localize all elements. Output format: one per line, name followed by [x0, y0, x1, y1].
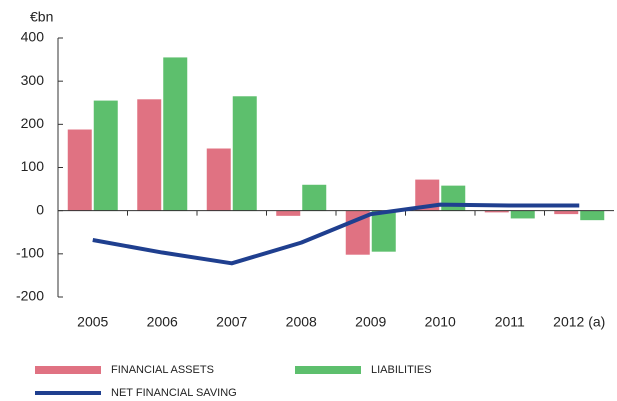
y-tick-label: 400: [21, 29, 45, 45]
bar: [441, 185, 466, 211]
bar: [580, 210, 605, 221]
bar: [554, 210, 579, 215]
x-tick-label: 2010: [425, 314, 456, 330]
bar: [371, 210, 396, 252]
y-axis-unit: €bn: [30, 9, 53, 25]
x-tick-label: 2007: [216, 314, 247, 330]
bar: [67, 129, 92, 211]
bar: [163, 57, 188, 211]
bar: [302, 184, 327, 211]
bar: [93, 100, 118, 211]
bar: [510, 210, 535, 219]
y-tick-label: -100: [16, 245, 44, 261]
y-tick-label: 100: [21, 158, 45, 174]
x-tick-label: 2005: [77, 314, 108, 330]
legend-label: FINANCIAL ASSETS: [111, 364, 214, 376]
bar: [206, 148, 231, 211]
x-tick-label: 2006: [147, 314, 178, 330]
line: [92, 202, 580, 266]
bar: [484, 210, 509, 213]
legend-swatch: [35, 366, 101, 374]
y-tick-label: -200: [16, 288, 44, 304]
bar: [276, 210, 301, 216]
x-tick-label: 2009: [355, 314, 386, 330]
y-tick-label: 200: [21, 115, 45, 131]
legend-label: NET FINANCIAL SAVING: [111, 387, 237, 399]
y-tick-label: 0: [36, 201, 44, 217]
x-tick-label: 2011: [495, 314, 525, 330]
legend-swatch: [295, 366, 361, 374]
y-tick-label: 300: [21, 72, 45, 88]
bar: [137, 99, 162, 211]
x-tick-label: 2012 (a): [553, 314, 605, 330]
x-tick-label: 2008: [286, 314, 317, 330]
bar: [232, 96, 257, 211]
legend-label: LIABILITIES: [371, 364, 432, 376]
